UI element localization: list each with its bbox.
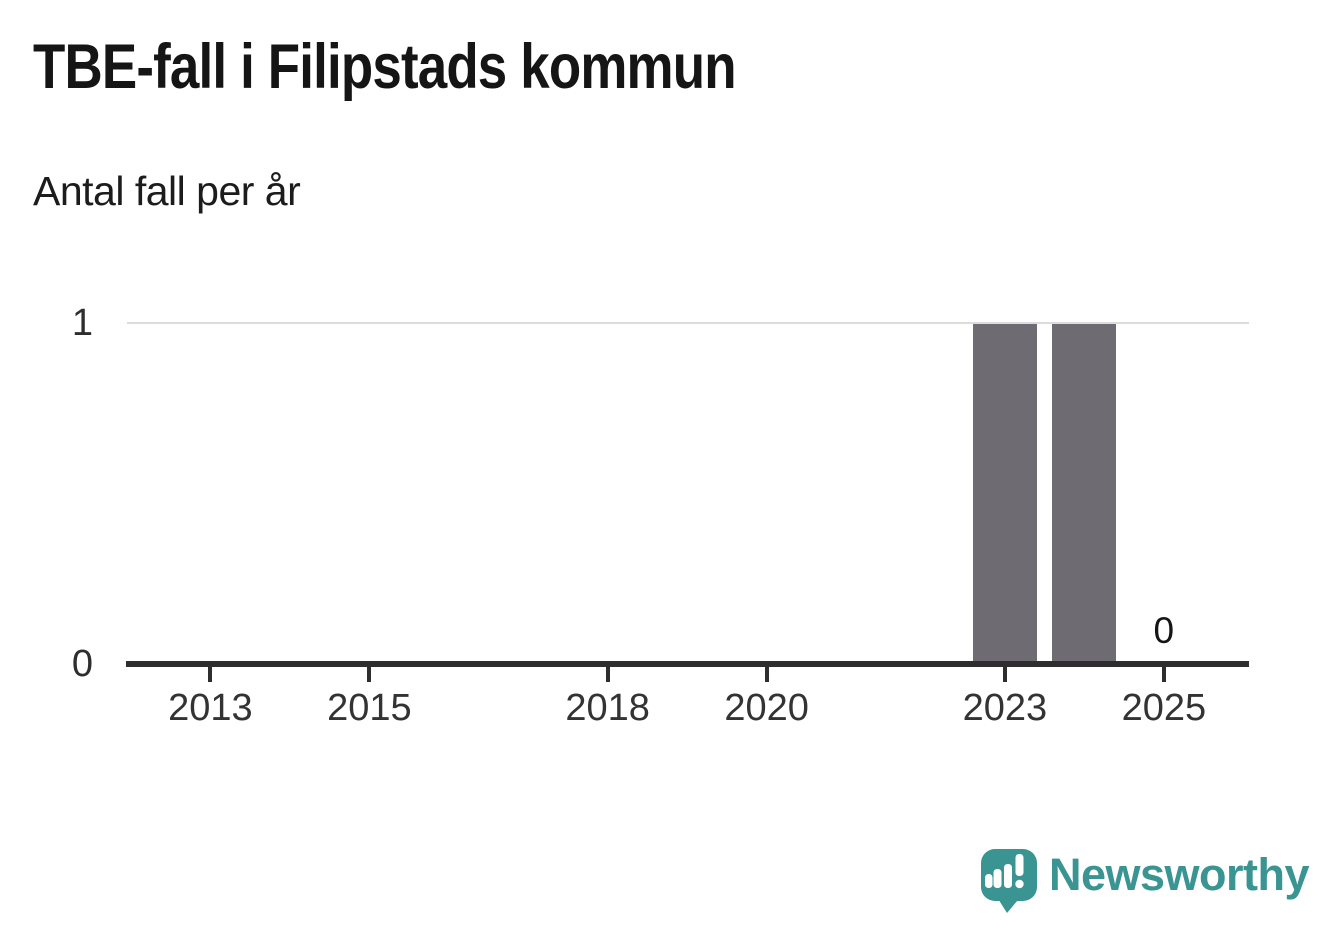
newsworthy-logo-icon [981,849,1037,913]
x-tick-2018 [605,667,610,682]
y-axis-label-1: 1 [71,302,93,344]
x-axis-label-2023: 2023 [962,687,1048,729]
chart-subtitle: Antal fall per år [33,168,301,214]
y-axis-label-0: 0 [71,643,93,685]
x-tick-2020 [764,667,769,682]
x-tick-2023 [1002,667,1007,682]
x-axis-line [126,661,1249,667]
x-tick-2013 [208,667,213,682]
gridline-y1 [127,322,1249,324]
brand-name: Newsworthy [1049,849,1310,900]
x-axis-label-2018: 2018 [565,687,650,729]
x-axis-label-2013: 2013 [168,687,253,729]
bar-2024 [1052,324,1117,661]
x-axis-label-2025: 2025 [1121,687,1207,729]
brand-logo: Newsworthy [981,849,1310,914]
chart-title: TBE-fall i Filipstads kommun [33,32,737,102]
x-tick-2015 [367,667,372,682]
x-axis-label-2020: 2020 [724,687,809,729]
bar-2023 [972,324,1037,661]
value-annotation-2025: 0 [1153,610,1175,651]
x-tick-2025 [1161,667,1166,682]
x-axis-label-2015: 2015 [327,687,412,729]
